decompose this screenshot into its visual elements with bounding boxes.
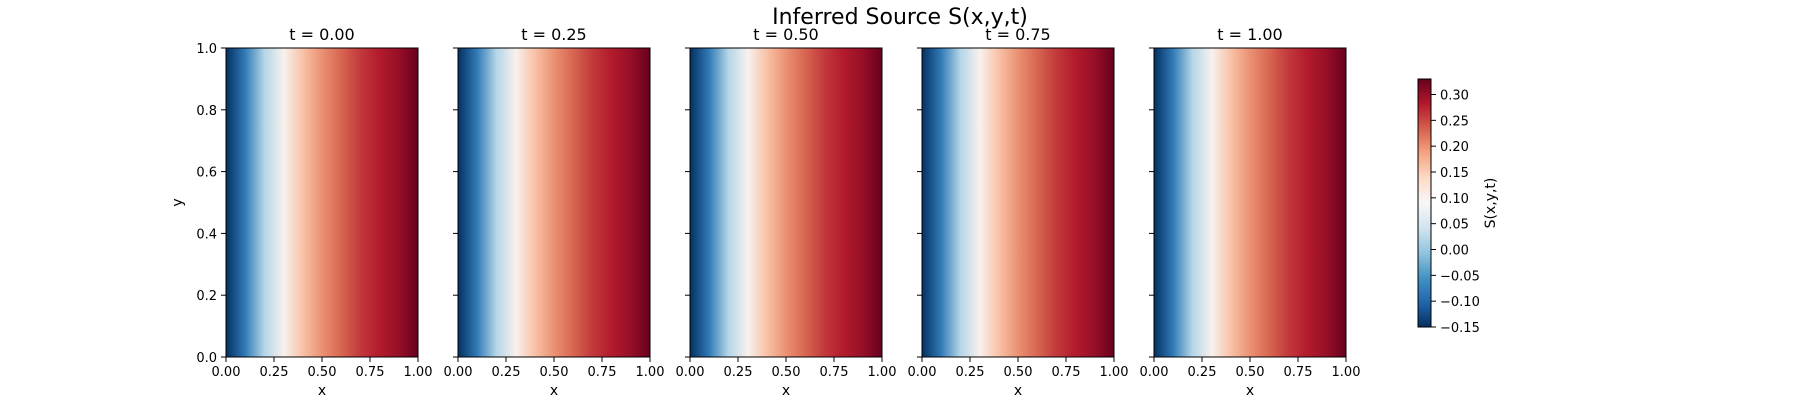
colorbar-tick-label: −0.10	[1440, 295, 1480, 310]
x-tick-label: 0.75	[356, 365, 385, 380]
colorbar: 0.30 0.25 0.20 0.15 0.10 0.05 0.00 −0.05 −0.10 −0…	[1417, 78, 1499, 336]
x-tick-label: 1.00	[1332, 365, 1361, 380]
x-tick-label: 0.50	[772, 365, 801, 380]
x-tick-label: 0.25	[724, 365, 753, 380]
panel-3: t = 0.75 0.00 0.25 0.50 0.75 1.00 x	[908, 25, 1129, 399]
x-tick-label: 0.75	[1284, 365, 1313, 380]
heatmap-panel-2	[690, 48, 882, 357]
colorbar-tick-label: −0.15	[1440, 321, 1480, 336]
colorbar-tick-label: 0.05	[1440, 218, 1469, 233]
x-tick-label: 1.00	[636, 365, 665, 380]
colorbar-label: S(x,y,t)	[1483, 178, 1499, 229]
x-tick-label: 0.25	[956, 365, 985, 380]
panel-0: t = 0.00 0.00 0.25 0.50 0.75 1.00 x 0.0 0.2 0.4 0.…	[170, 25, 432, 399]
colorbar-tick-label: 0.15	[1440, 166, 1469, 181]
heatmap-panel-4	[1154, 48, 1346, 357]
panel-title: t = 1.00	[1217, 25, 1282, 44]
y-tick-label: 0.2	[196, 289, 217, 304]
x-tick-label: 1.00	[404, 365, 433, 380]
x-tick-label: 0.25	[260, 365, 289, 380]
y-tick-label: 0.8	[196, 104, 217, 119]
y-tick-label: 0.6	[196, 166, 217, 181]
panels: t = 0.00 0.00 0.25 0.50 0.75 1.00 x 0.0 0.2 0.4 0.…	[170, 25, 1360, 399]
x-tick-label: 1.00	[868, 365, 897, 380]
panel-title: t = 0.50	[753, 25, 818, 44]
panel-title: t = 0.00	[289, 25, 354, 44]
x-tick-label: 0.00	[1140, 365, 1169, 380]
x-axis-label: x	[550, 383, 558, 399]
x-tick-label: 0.25	[1188, 365, 1217, 380]
x-axis-label: x	[1014, 383, 1022, 399]
x-tick-label: 0.00	[908, 365, 937, 380]
heatmap-panel-1	[458, 48, 650, 357]
panel-2: t = 0.50 0.00 0.25 0.50 0.75 1.00 x	[676, 25, 897, 399]
heatmap-panel-0	[226, 48, 418, 357]
x-axis-label: x	[318, 383, 326, 399]
y-tick-label: 0.0	[196, 351, 217, 366]
colorbar-tick-label: 0.30	[1440, 89, 1469, 104]
colorbar-tick-label: 0.10	[1440, 192, 1469, 207]
y-tick-label: 0.4	[196, 227, 217, 242]
x-tick-label: 0.00	[212, 365, 241, 380]
x-tick-label: 1.00	[1100, 365, 1129, 380]
colorbar-tick-label: 0.00	[1440, 244, 1469, 259]
y-tick-label: 1.0	[196, 42, 217, 57]
panel-1: t = 0.25 0.00 0.25 0.50 0.75 1.00 x	[444, 25, 665, 399]
x-tick-label: 0.75	[820, 365, 849, 380]
x-tick-label: 0.75	[588, 365, 617, 380]
colorbar-tick-label: 0.20	[1440, 140, 1469, 155]
x-tick-label: 0.50	[1236, 365, 1265, 380]
x-tick-label: 0.50	[1004, 365, 1033, 380]
chart-title: Inferred Source S(x,y,t)	[772, 5, 1028, 30]
panel-title: t = 0.75	[985, 25, 1050, 44]
y-axis-label: y	[170, 198, 186, 206]
x-tick-label: 0.75	[1052, 365, 1081, 380]
colorbar-gradient	[1418, 79, 1431, 327]
panel-title: t = 0.25	[521, 25, 586, 44]
colorbar-tick-label: −0.05	[1440, 269, 1480, 284]
x-tick-label: 0.25	[492, 365, 521, 380]
colorbar-tick-label: 0.25	[1440, 114, 1469, 129]
x-axis-label: x	[1246, 383, 1254, 399]
x-axis-label: x	[782, 383, 790, 399]
heatmap-panel-3	[922, 48, 1114, 357]
x-tick-label: 0.00	[444, 365, 473, 380]
x-tick-label: 0.50	[308, 365, 337, 380]
colorbar-frame	[1417, 78, 1432, 328]
x-tick-label: 0.50	[540, 365, 569, 380]
x-tick-label: 0.00	[676, 365, 705, 380]
panel-4: t = 1.00 0.00 0.25 0.50 0.75 1.00 x	[1140, 25, 1361, 399]
